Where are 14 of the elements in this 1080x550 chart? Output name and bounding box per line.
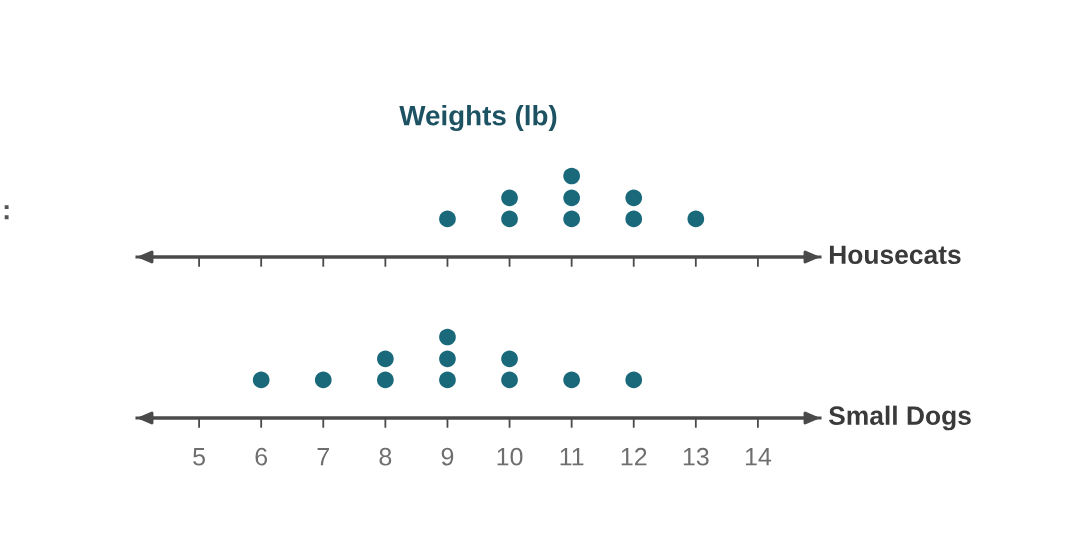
x-tick-label: 5 [193, 448, 205, 466]
x-tick-label: 13 [683, 447, 709, 466]
x-tick-label: 7 [317, 448, 329, 466]
chart-title: Weights (lb) [399, 105, 557, 132]
x-tick-label: 10 [497, 447, 523, 466]
text: Small Dogs [828, 405, 971, 431]
x-tick-label: 14 [745, 448, 772, 466]
x-tick-label: 8 [379, 447, 392, 466]
x-tick-label: 6 [255, 447, 268, 466]
x-tick-label: 9 [441, 447, 454, 466]
x-tick-label: 12 [621, 447, 647, 466]
x-tick-label: 11 [560, 448, 584, 466]
text: Housecats [829, 245, 961, 265]
text: : [4, 205, 9, 220]
